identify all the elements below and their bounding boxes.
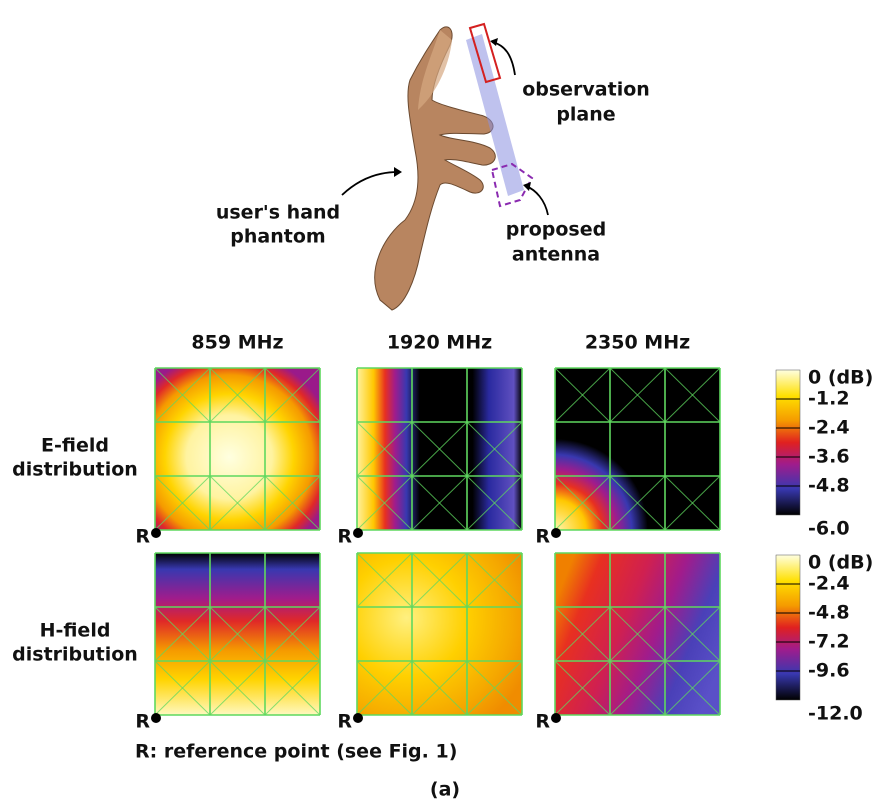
- colorbar: [776, 370, 800, 515]
- colorbar-label: 0 (dB): [808, 367, 873, 389]
- reference-marker: R: [535, 526, 550, 548]
- reference-point: [151, 528, 161, 538]
- colorbar-label: -2.4: [808, 573, 850, 595]
- colorbar-label: -4.8: [808, 475, 850, 497]
- annotation: antenna: [512, 244, 600, 266]
- colorbar-label: -6.0: [808, 518, 850, 540]
- column-header: 859 MHz: [191, 332, 283, 354]
- field-map: [155, 553, 320, 715]
- reference-marker: R: [337, 711, 352, 733]
- colorbar-label: 0 (dB): [808, 552, 873, 574]
- footnote: R: reference point (see Fig. 1): [135, 741, 457, 763]
- row-label: E-field: [41, 435, 109, 457]
- reference-point: [151, 713, 161, 723]
- annotation: phantom: [230, 226, 325, 248]
- colorbar-label: -12.0: [808, 703, 863, 725]
- row-label: distribution: [12, 644, 138, 666]
- colorbar: [776, 555, 800, 700]
- column-header: 1920 MHz: [387, 332, 492, 354]
- reference-marker: R: [535, 711, 550, 733]
- colorbar-label: -7.2: [808, 631, 850, 653]
- colorbar-label: -3.6: [808, 446, 850, 468]
- reference-marker: R: [337, 526, 352, 548]
- column-header: 2350 MHz: [585, 332, 690, 354]
- field-map: [555, 553, 720, 715]
- annotation: proposed: [506, 219, 606, 241]
- reference-marker: R: [135, 526, 150, 548]
- annotation: user's hand: [216, 202, 340, 224]
- field-map: [555, 368, 720, 530]
- colorbar-label: -4.8: [808, 602, 850, 624]
- field-map: [357, 368, 522, 530]
- reference-point: [551, 713, 561, 723]
- reference-marker: R: [135, 711, 150, 733]
- colorbar-label: -9.6: [808, 660, 850, 682]
- annotation: plane: [556, 104, 615, 126]
- hand-illustration: [342, 24, 548, 310]
- reference-point: [353, 713, 363, 723]
- reference-point: [551, 528, 561, 538]
- caption: (a): [430, 779, 460, 801]
- field-map: [155, 368, 320, 530]
- reference-point: [353, 528, 363, 538]
- row-label: H-field: [40, 620, 111, 642]
- colorbar-label: -2.4: [808, 417, 850, 439]
- row-label: distribution: [12, 459, 138, 481]
- figure: observation plane user's hand phantom pr…: [0, 0, 891, 802]
- annotation: observation: [522, 79, 650, 101]
- field-map: [357, 553, 522, 715]
- colorbar-label: -1.2: [808, 388, 850, 410]
